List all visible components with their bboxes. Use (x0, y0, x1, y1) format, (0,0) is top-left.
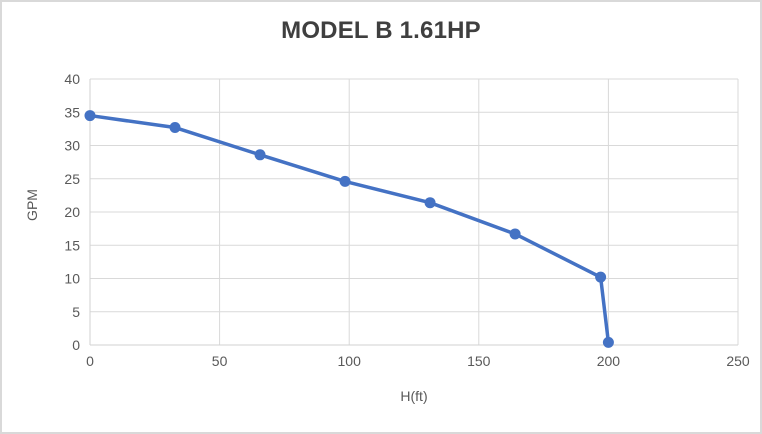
y-tick-label: 20 (64, 204, 80, 220)
y-tick-label: 25 (64, 171, 80, 187)
data-point-marker (169, 122, 181, 134)
x-tick-label: 200 (597, 353, 621, 369)
x-tick-label: 150 (467, 353, 491, 369)
y-tick-label: 35 (64, 104, 80, 120)
data-point-marker (254, 149, 266, 161)
y-tick-label: 10 (64, 271, 80, 287)
series-line (88, 113, 611, 345)
y-tick-label: 0 (72, 337, 80, 353)
y-tick-label: 30 (64, 138, 80, 154)
x-tick-label: 250 (726, 353, 750, 369)
data-point-marker (84, 110, 96, 122)
data-point-marker (339, 175, 351, 187)
x-tick-label: 100 (338, 353, 362, 369)
x-tick-label: 50 (212, 353, 228, 369)
data-point-marker (602, 336, 614, 348)
y-axis-title: GPM (24, 189, 40, 221)
data-point-marker (595, 271, 607, 283)
y-tick-label: 40 (64, 71, 80, 87)
y-tick-label: 5 (72, 304, 80, 320)
data-point-marker (424, 197, 436, 209)
y-tick-label: 15 (64, 237, 80, 253)
x-tick-label: 0 (86, 353, 94, 369)
data-point-marker (509, 228, 521, 240)
x-axis-title: H(ft) (400, 388, 428, 404)
chart-title: MODEL B 1.61HP (281, 17, 481, 44)
